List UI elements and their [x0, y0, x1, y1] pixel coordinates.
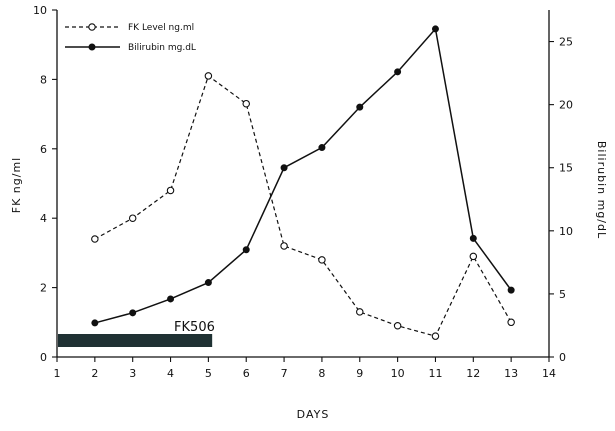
series-0-point — [431, 332, 440, 340]
x-tick-label: 11 — [428, 367, 442, 380]
series-1-point — [431, 25, 439, 33]
series-0-point — [393, 322, 402, 330]
x-ticks: 1 2 3 4 5 6 7 8 9 10 11 12 13 14 — [54, 357, 556, 380]
series-bilirubin — [91, 25, 515, 327]
legend-fk-marker — [88, 23, 96, 31]
left-y-tick-label: 8 — [40, 73, 47, 86]
left-y-tick-label: 10 — [33, 4, 47, 17]
series-1-point — [469, 234, 477, 242]
series-0-point — [280, 242, 288, 250]
x-tick-label: 1 — [54, 367, 61, 380]
series-0-point — [242, 99, 250, 108]
series-1-point — [318, 144, 326, 152]
series-1-point — [394, 68, 402, 76]
series-1-line — [94, 27, 512, 324]
left-y-tick-label: 2 — [40, 282, 47, 295]
plot-area — [56, 10, 550, 358]
x-tick-label: 7 — [281, 367, 288, 380]
x-tick-label: 5 — [205, 367, 212, 380]
x-tick-label: 6 — [243, 367, 250, 380]
x-tick-label: 12 — [466, 367, 480, 380]
right-y-tick-label: 25 — [559, 36, 573, 49]
x-tick-label: 14 — [542, 367, 556, 380]
right-y-tick-label: 20 — [559, 99, 573, 112]
x-tick-label: 13 — [504, 367, 518, 380]
series-0-point — [507, 318, 515, 327]
x-tick-label: 8 — [318, 367, 325, 380]
left-y-tick-label: 0 — [40, 351, 47, 364]
left-y-ticks: 0 2 4 6 8 10 — [33, 4, 57, 364]
right-y-ticks: 0 5 10 15 20 25 — [549, 36, 573, 364]
series-1-point — [167, 295, 175, 303]
legend-bili-marker — [88, 43, 96, 51]
series-0-point — [166, 186, 175, 195]
series-0-point — [91, 235, 99, 243]
series-1-point — [242, 246, 250, 254]
series-1-point — [356, 103, 364, 111]
series-1-point — [280, 164, 288, 172]
x-tick-label: 9 — [356, 367, 363, 380]
right-y-tick-label: 5 — [559, 288, 566, 301]
x-axis-title: DAYS — [297, 408, 330, 421]
series-0-line — [94, 74, 512, 337]
x-tick-label: 4 — [167, 367, 174, 380]
legend-fk-label: FK Level ng.ml — [128, 23, 194, 33]
left-y-tick-label: 4 — [40, 212, 47, 225]
series-fk-level — [91, 72, 515, 340]
x-tick-label: 2 — [91, 367, 98, 380]
legend-bili-label: Bilirubin mg.dL — [128, 43, 196, 53]
series-0-point — [128, 214, 137, 222]
series-1-point — [507, 286, 515, 294]
series-0-point — [204, 72, 213, 80]
series-0-point — [469, 252, 478, 261]
y-axis-left-title: FK ng/ml — [10, 157, 23, 213]
series-0-point — [318, 256, 326, 264]
right-y-tick-label: 0 — [559, 351, 566, 364]
fk506-label: FK506 — [174, 320, 215, 335]
right-y-tick-label: 10 — [559, 225, 573, 238]
series-0-point — [356, 308, 364, 316]
series-1-point — [91, 319, 99, 327]
annotation-bar-group: FK506 — [58, 320, 215, 347]
x-tick-label: 10 — [391, 367, 405, 380]
series-1-point — [129, 309, 137, 317]
right-y-tick-label: 15 — [559, 162, 573, 175]
left-y-tick-label: 6 — [40, 143, 47, 156]
fk506-bar — [58, 334, 213, 347]
x-tick-label: 3 — [129, 367, 136, 380]
series-1-point — [204, 279, 212, 287]
y-axis-right-title: Bilirubin mg/dL — [595, 141, 608, 239]
legend: FK Level ng.ml Bilirubin mg.dL — [65, 23, 196, 53]
